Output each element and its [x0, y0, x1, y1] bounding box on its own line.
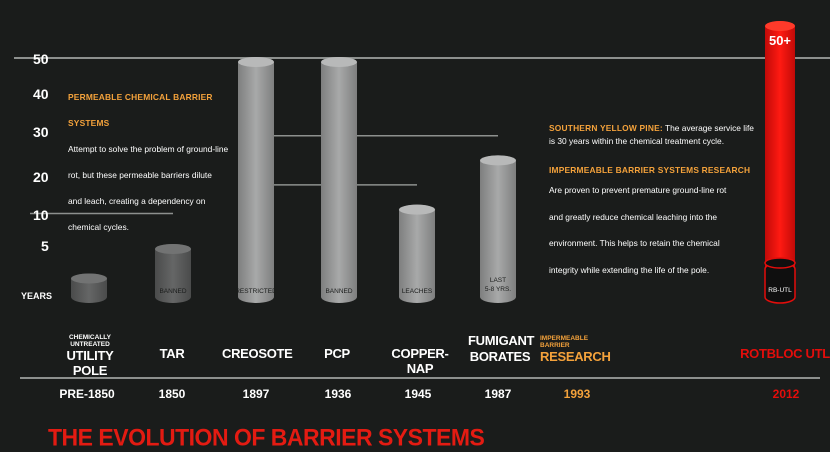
bar-cap [321, 57, 357, 67]
research-body-line: integrity while extending the life of th… [549, 264, 710, 275]
category-label: ROTBLOC UTL [740, 346, 830, 361]
bar-body [155, 243, 191, 303]
permeable-body-line: rot, but these permeable barriers dilute [68, 170, 212, 180]
bar-cap [399, 204, 435, 215]
rb-utl-base [764, 262, 796, 304]
y-tick-label: 20 [33, 169, 49, 185]
category-label: TAR [159, 346, 185, 361]
bar-0 [71, 273, 107, 303]
bar-5 [480, 155, 516, 303]
permeable-body-line: Attempt to solve the problem of ground-l… [68, 144, 229, 154]
bar-cap [238, 57, 274, 67]
bar-label: BANNED [159, 288, 186, 295]
bar-3 [321, 57, 357, 303]
pine-body: The average service life [662, 123, 754, 133]
y-axis-label: YEARS [21, 291, 53, 301]
pine-heading: SOUTHERN YELLOW PINE: [549, 123, 663, 133]
bars-group: BANNED RESTRICTED BANNED LEACHES LAST 5-8 YRS… [71, 21, 796, 304]
category-label: CHEMICALLY UNTREATED UTILITY POLE [50, 334, 130, 378]
research-note: SOUTHERN YELLOW PINE: The average servic… [549, 122, 754, 283]
bar-cap [765, 21, 795, 31]
year-label: PRE-1850 [59, 387, 115, 401]
rb-utl-cap [764, 257, 796, 269]
category-label: IMPERMEABLE BARRIER RESEARCH [540, 335, 616, 364]
year-label: 1945 [404, 387, 432, 401]
year-label: 1987 [484, 387, 512, 401]
year-label: 1897 [242, 387, 270, 401]
research-body-line: Are proven to prevent premature ground-l… [549, 185, 727, 195]
bar-body [765, 21, 795, 303]
bar-cap [155, 243, 191, 254]
category-sublabel: IMPERMEABLE BARRIER [540, 335, 589, 349]
category-label: COPPER-NAP [391, 346, 449, 376]
chart-title: THE EVOLUTION OF BARRIER SYSTEMS [48, 423, 485, 451]
bar-1 [155, 243, 191, 303]
axis-divider [20, 377, 820, 379]
pine-note: SOUTHERN YELLOW PINE: The average servic… [549, 122, 754, 148]
bar-label: LAST [490, 277, 506, 284]
bar-label: LEACHES [402, 288, 433, 295]
bar-label: RESTRICTED [235, 288, 277, 295]
research-body-line: and greatly reduce chemical leaching int… [549, 211, 718, 222]
bar-body [238, 57, 274, 303]
pine-body: is 30 years within the chemical treatmen… [549, 136, 725, 146]
y-tick-label: 5 [41, 238, 49, 254]
permeable-body-line: chemical cycles. [68, 222, 129, 232]
bar-label: 5-8 YRS. [485, 286, 511, 293]
bar-body [480, 155, 516, 303]
bar-body [321, 57, 357, 303]
year-label: 1993 [563, 387, 591, 401]
bar-top-label: 50+ [769, 33, 791, 48]
category-label: PCP [324, 346, 350, 361]
bar-label: RB-UTL [768, 287, 792, 294]
bar-4 [399, 204, 435, 303]
y-tick-label: 10 [33, 207, 49, 223]
permeable-body-line: and leach, creating a dependency on [68, 196, 206, 206]
category-label: CREOSOTE [222, 346, 293, 361]
bar-7: 50+ [764, 21, 796, 304]
category-label: FUMIGANT BORATES [468, 333, 535, 364]
y-tick-label: 30 [33, 124, 49, 140]
bar-label: BANNED [325, 288, 352, 295]
research-body-line: environment. This helps to retain the ch… [549, 238, 720, 248]
bar-body [399, 204, 435, 303]
bar-cap [480, 155, 516, 166]
year-label: 2012 [772, 387, 800, 401]
research-heading: IMPERMEABLE BARRIER SYSTEMS RESEARCH [549, 165, 751, 175]
permeable-heading: PERMEABLE CHEMICAL BARRIER SYSTEMS [68, 92, 213, 128]
y-tick-label: 50 [33, 51, 49, 67]
bar-cap [71, 273, 107, 284]
year-label: 1936 [324, 387, 352, 401]
category-sublabel: CHEMICALLY UNTREATED [68, 334, 111, 348]
bar-2 [238, 57, 274, 303]
year-label: 1850 [158, 387, 186, 401]
permeable-note: PERMEABLE CHEMICAL BARRIER SYSTEMS Attem… [68, 84, 238, 240]
y-tick-label: 40 [33, 86, 49, 102]
